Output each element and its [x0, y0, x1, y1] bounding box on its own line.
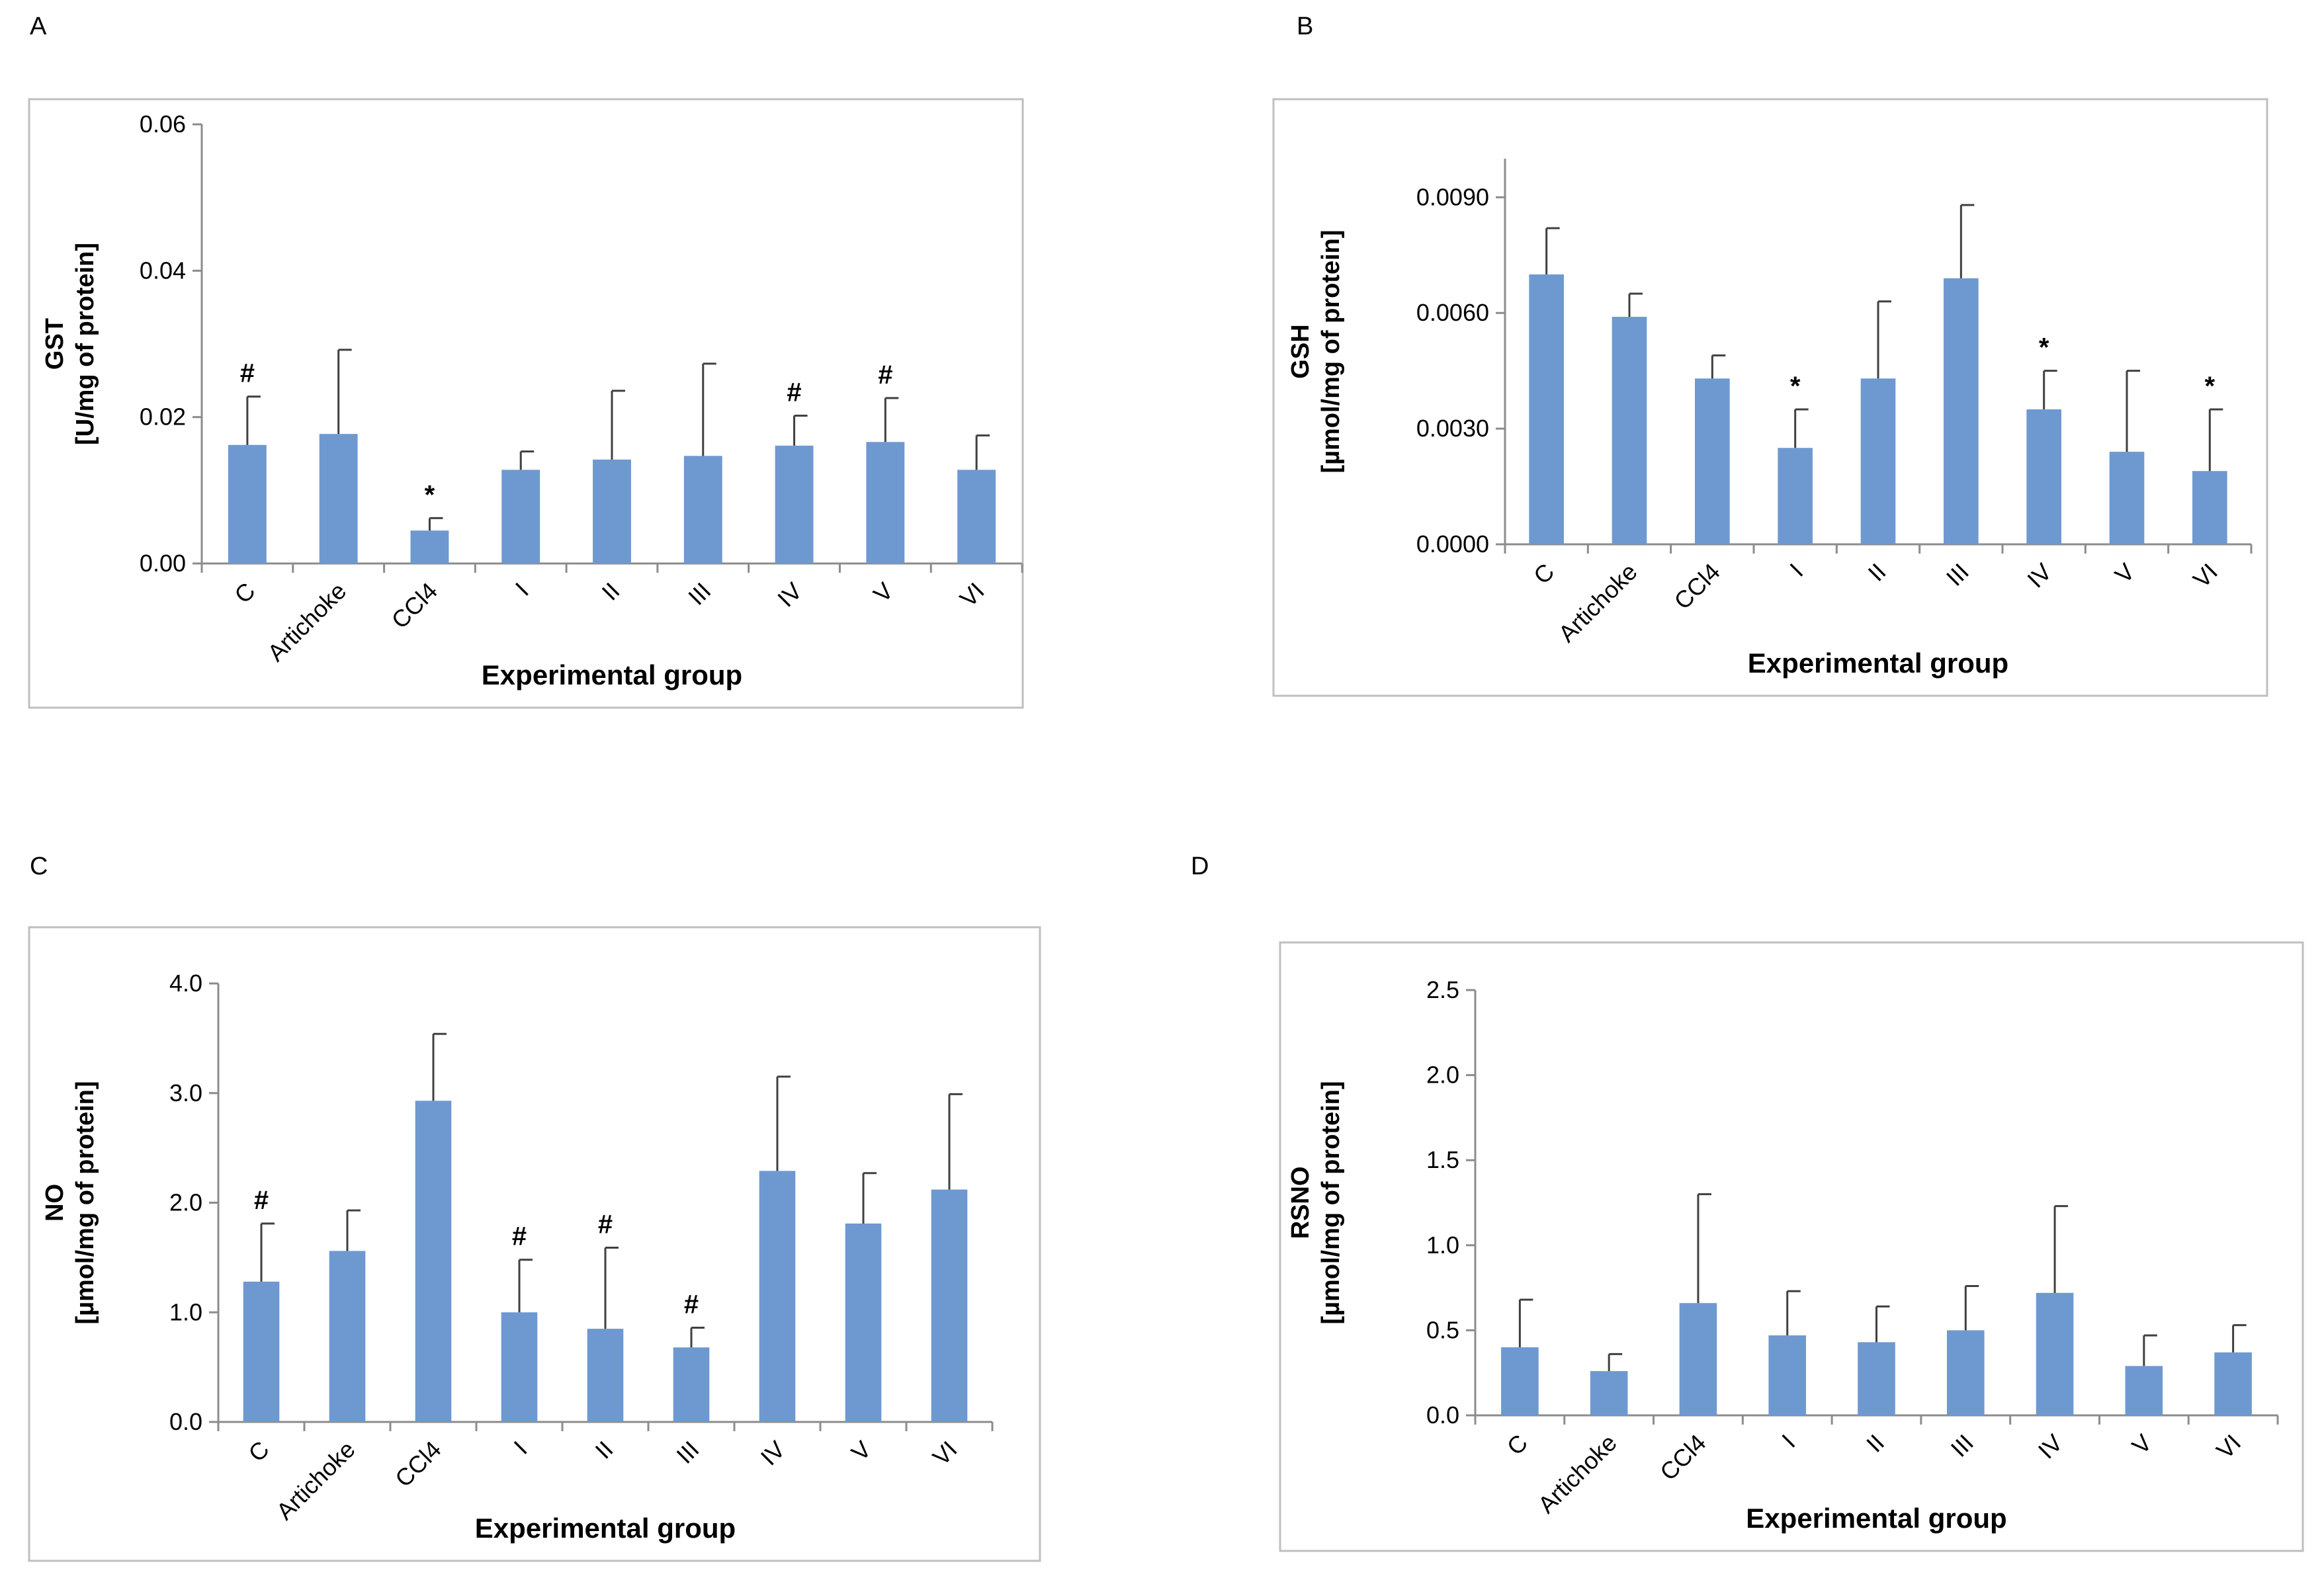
panel-letter: B [1297, 13, 1313, 40]
chart-panel-d: D0.00.51.01.52.02.5C Artichoke CCl4 I II III I… [1191, 853, 2304, 1552]
bar-iv [775, 445, 814, 563]
bar-ii [587, 1329, 624, 1422]
x-axis-title: Experimental group [482, 659, 742, 690]
significance-marker: # [598, 1210, 613, 1239]
y-tick-label: 0.5 [1426, 1316, 1459, 1343]
y-axis-unit: [U/mg of protein] [71, 243, 99, 445]
bar-artichoke [1590, 1371, 1628, 1415]
significance-marker: * [1790, 372, 1801, 401]
y-axis-title: NO [41, 1184, 69, 1222]
significance-marker: # [787, 378, 801, 407]
bar-c [1501, 1347, 1539, 1415]
bar-i [501, 470, 540, 563]
y-tick-label: 0.0 [169, 1408, 202, 1435]
significance-marker: * [2039, 333, 2049, 362]
bar-artichoke [329, 1251, 366, 1422]
bar-ccl4 [1695, 378, 1730, 544]
chart-panel-a: A0.000.020.040.06#C Artichoke*CCl4 I II III#… [28, 13, 1024, 709]
y-tick-label: 1.0 [1426, 1231, 1459, 1259]
y-tick-label: 0.0060 [1416, 299, 1489, 326]
y-tick-label: 0.0090 [1416, 183, 1489, 210]
bar-ii [1858, 1342, 1895, 1415]
bar-ccl4 [410, 530, 449, 563]
bar-ccl4 [1679, 1303, 1717, 1415]
y-axis-unit: [µmol/mg of protein] [1317, 229, 1345, 473]
y-tick-label: 1.0 [169, 1298, 202, 1325]
bar-iv [2026, 409, 2061, 544]
y-axis-unit: [µmol/mg of protein] [1317, 1081, 1345, 1324]
x-axis-title: Experimental group [475, 1513, 736, 1544]
y-tick-label: 0.00 [140, 550, 186, 577]
y-tick-label: 0.06 [140, 110, 186, 138]
bar-c [1529, 274, 1564, 544]
bar-iv [759, 1171, 796, 1422]
bar-ii [593, 459, 631, 563]
chart-frame [28, 926, 1041, 1562]
bar-i [501, 1312, 538, 1422]
y-tick-label: 3.0 [169, 1079, 202, 1106]
y-tick-label: 0.04 [140, 257, 186, 284]
significance-marker: * [425, 480, 435, 509]
y-tick-label: 0.0030 [1416, 415, 1489, 442]
bar-vi [957, 470, 996, 563]
y-tick-label: 4.0 [169, 970, 202, 997]
y-axis-title: GST [41, 318, 69, 370]
bar-v [845, 1223, 882, 1422]
panel-letter: C [30, 853, 48, 880]
y-tick-label: 2.0 [169, 1189, 202, 1216]
bar-i [1778, 448, 1813, 544]
significance-marker: # [240, 359, 255, 388]
panel-letter: D [1191, 853, 1209, 880]
bar-iii [1946, 1330, 1985, 1415]
bar-artichoke [319, 434, 358, 563]
y-tick-label: 0.02 [140, 403, 186, 431]
significance-marker: # [878, 360, 892, 390]
bar-c [243, 1281, 280, 1422]
y-tick-label: 1.5 [1426, 1146, 1459, 1173]
y-axis-title: GSH [1287, 324, 1314, 378]
chart-frame [1279, 941, 2304, 1552]
x-axis-title: Experimental group [1746, 1503, 2006, 1534]
significance-marker: # [684, 1290, 699, 1319]
bar-ccl4 [415, 1101, 452, 1422]
bar-c [228, 444, 267, 563]
bar-i [1768, 1335, 1807, 1415]
y-tick-label: 2.0 [1426, 1062, 1459, 1089]
bar-v [2109, 452, 2145, 544]
chart-frame [1272, 98, 2268, 697]
y-axis-title: RSNO [1287, 1167, 1314, 1239]
bar-iv [2036, 1292, 2074, 1415]
bar-vi [2192, 471, 2227, 544]
bar-v [2125, 1366, 2163, 1415]
bar-v [866, 442, 905, 563]
y-axis-unit: [µmol/mg of protein] [71, 1081, 99, 1324]
bar-ii [1860, 378, 1896, 544]
y-tick-label: 2.5 [1426, 976, 1459, 1003]
chart-frame [28, 98, 1024, 709]
bar-vi [2214, 1352, 2252, 1415]
bar-vi [931, 1189, 968, 1422]
bar-artichoke [1612, 317, 1647, 544]
panel-letter: A [30, 13, 47, 40]
bar-iii [683, 456, 722, 563]
significance-marker: # [512, 1222, 527, 1251]
significance-marker: # [254, 1186, 269, 1215]
significance-marker: * [2205, 372, 2216, 401]
bar-iii [1944, 278, 1979, 544]
bar-iii [673, 1347, 710, 1422]
y-tick-label: 0.0 [1426, 1401, 1459, 1429]
y-tick-label: 0.0000 [1416, 530, 1489, 558]
x-axis-title: Experimental group [1748, 647, 2008, 679]
